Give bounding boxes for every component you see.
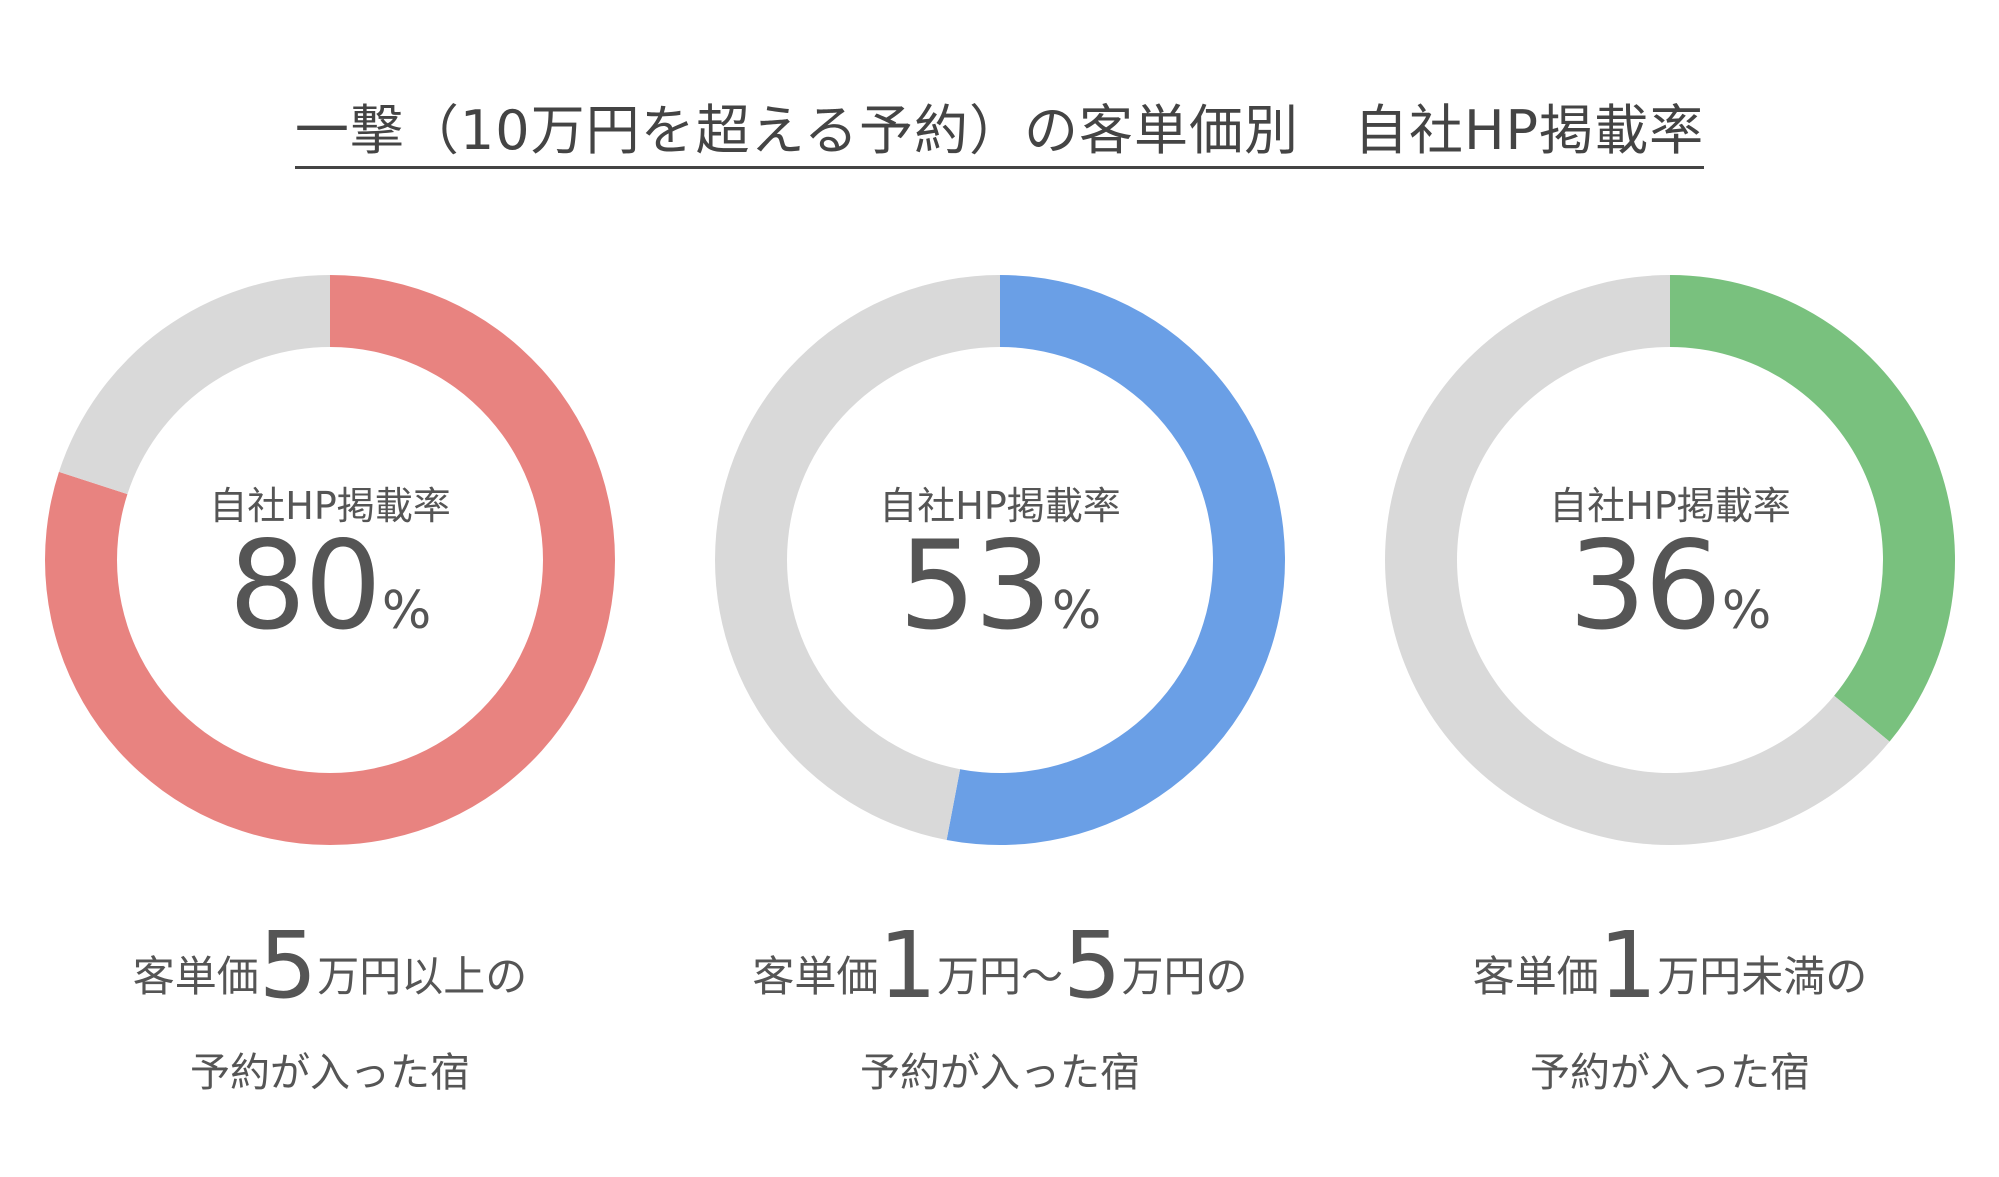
caption-big-number: 1 (878, 912, 937, 1019)
caption-line-2: 予約が入った宿 (1530, 1050, 1810, 1096)
caption-big-number: 5 (1063, 912, 1122, 1019)
donut-slice-value (946, 275, 1286, 845)
page-title: 一撃（10万円を超える予約）の客単価別 自社HP掲載率 (0, 86, 1999, 169)
caption-text: 客単価 (132, 952, 259, 1001)
caption-line-2: 予約が入った宿 (190, 1050, 470, 1096)
caption-text: 客単価 (1472, 952, 1599, 1001)
caption-text: 万円の (1121, 952, 1248, 1001)
donut-chart (44, 275, 615, 845)
caption-line-1: 客単価5万円以上の (20, 920, 640, 1012)
donut-panel-high-price: 自社HP掲載率 80% 客単価5万円以上の 予約が入った宿 (20, 270, 640, 1150)
donut-slice-remainder (58, 275, 331, 495)
caption-big-number: 5 (258, 912, 318, 1019)
center-label: 自社HP掲載率 (879, 484, 1121, 528)
caption-big-number: 1 (1598, 912, 1658, 1019)
value-unit: % (1051, 581, 1102, 641)
caption-text: 万円未満の (1657, 952, 1868, 1001)
value-number: 36 (1568, 515, 1722, 657)
caption-line-1: 客単価1万円〜5万円の (690, 920, 1310, 1012)
center-label: 自社HP掲載率 (209, 484, 451, 528)
value-number: 80 (228, 515, 382, 657)
center-value: 36% (1380, 525, 1960, 647)
donut-chart (715, 275, 1286, 845)
caption-line-1: 客単価1万円未満の (1360, 920, 1980, 1012)
center-label: 自社HP掲載率 (1549, 484, 1791, 528)
caption-text: 客単価 (752, 952, 879, 1001)
donut-slice-value (1670, 275, 1955, 742)
caption-text: 万円以上の (317, 952, 528, 1001)
caption-text: 万円〜 (936, 952, 1063, 1001)
value-unit: % (381, 581, 432, 641)
donut-chart (1385, 275, 1955, 846)
value-unit: % (1721, 581, 1772, 641)
donut-slice-remainder (715, 275, 1000, 840)
value-number: 53 (898, 515, 1052, 657)
center-value: 53% (710, 525, 1290, 647)
caption-line-2: 予約が入った宿 (860, 1050, 1140, 1096)
page-title-text: 一撃（10万円を超える予約）の客単価別 自社HP掲載率 (294, 99, 1705, 169)
center-value: 80% (40, 525, 620, 647)
donut-panel-low-price: 自社HP掲載率 36% 客単価1万円未満の 予約が入った宿 (1360, 270, 1980, 1150)
donut-panel-mid-price: 自社HP掲載率 53% 客単価1万円〜5万円の 予約が入った宿 (690, 270, 1310, 1150)
donut-slice-remainder (1385, 275, 1890, 846)
